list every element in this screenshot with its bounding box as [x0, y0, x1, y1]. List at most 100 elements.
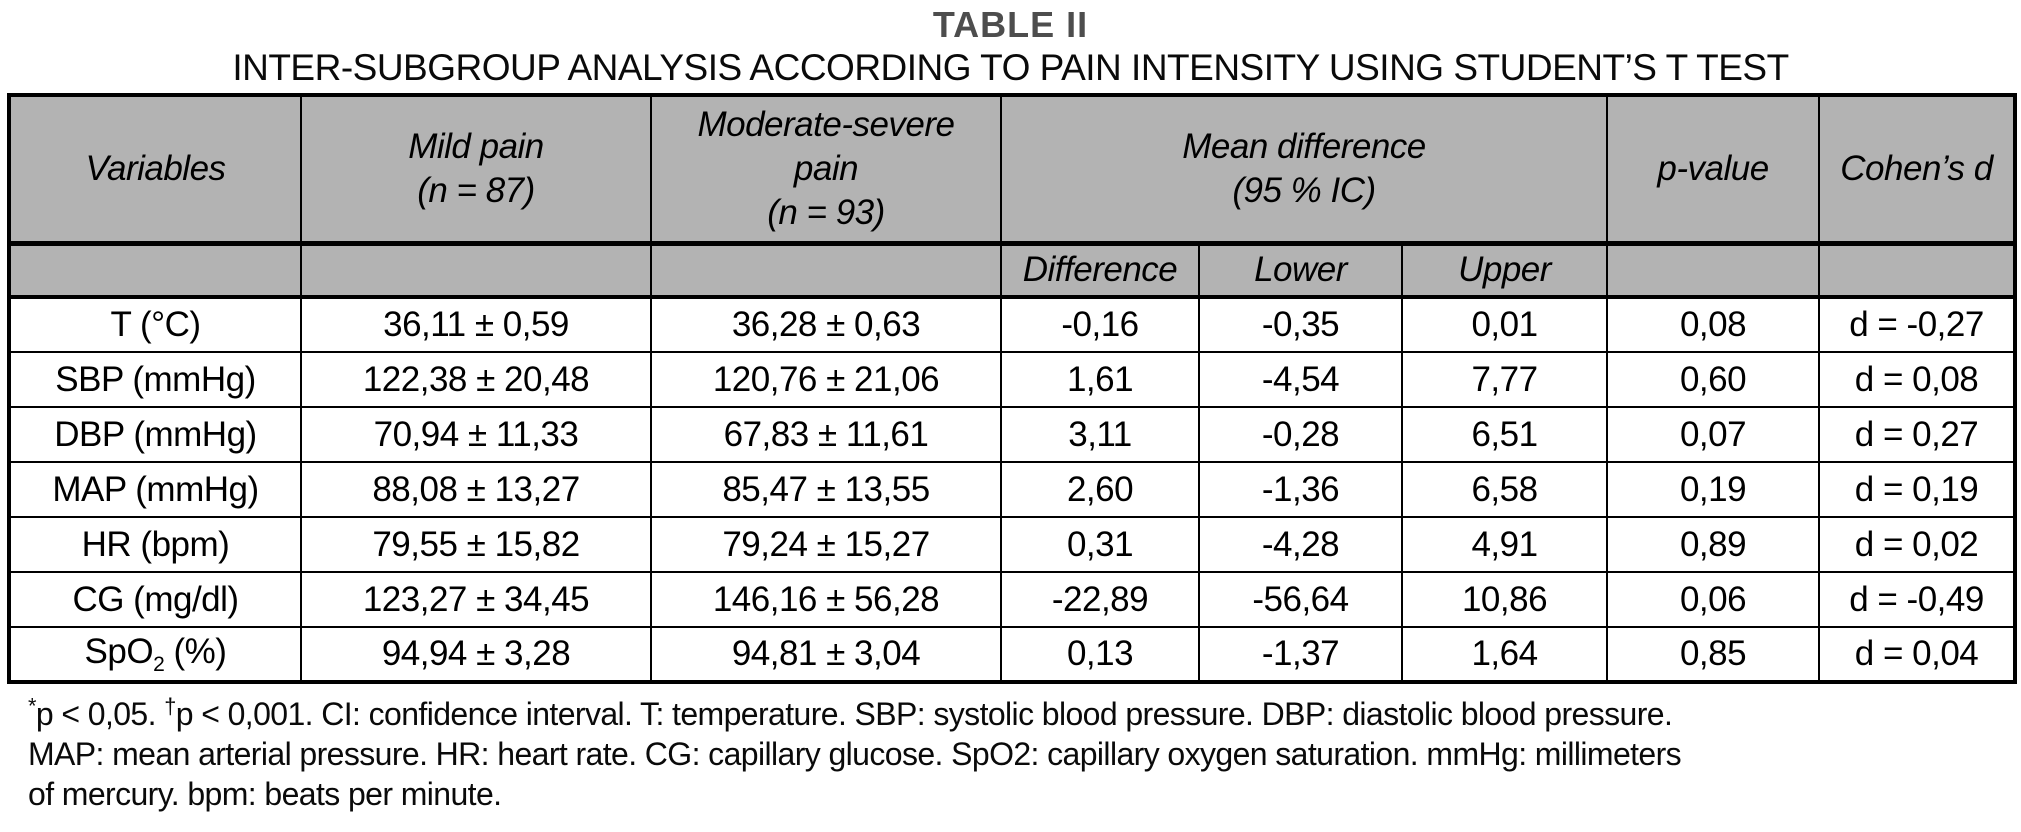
cell-variable: HR (bpm) [8, 516, 302, 573]
spo2-unit: (%) [164, 631, 227, 671]
cell-upper: 6,58 [1400, 461, 1609, 518]
cell-mild: 79,55 ± 15,82 [300, 516, 652, 573]
cell-lower: -4,28 [1198, 516, 1403, 573]
cell-mild: 36,11 ± 0,59 [300, 296, 652, 353]
cell-lower: -56,64 [1198, 571, 1403, 628]
cell-p-value: 0,08 [1606, 296, 1821, 353]
footnote-dagger-marker: † [164, 693, 176, 719]
spo2-subscript: 2 [153, 652, 165, 676]
cell-upper: 0,01 [1400, 296, 1609, 353]
header-lower: Lower [1198, 242, 1403, 299]
cell-cohens-d: d = -0,49 [1818, 571, 2017, 628]
cell-lower: -0,28 [1198, 406, 1403, 463]
footnote-line-2: MAP: mean arterial pressure. HR: heart r… [28, 736, 1682, 772]
footnote-seg2: p < 0,001. CI: confidence interval. T: t… [175, 696, 1673, 732]
header-meandiff-line1: Mean difference [1182, 126, 1426, 166]
header-modsev-line3: (n = 93) [767, 192, 885, 232]
cell-variable: SpO2 (%) [8, 626, 302, 683]
table-row-cg: CG (mg/dl) 123,27 ± 34,45 146,16 ± 56,28… [8, 571, 2017, 628]
header-moderate-severe-pain: Moderate-severe pain (n = 93) [650, 94, 1002, 246]
cell-p-value: 0,89 [1606, 516, 1821, 573]
cell-p-value: 0,60 [1606, 351, 1821, 408]
table-footnote: *p < 0,05. †p < 0,001. CI: confidence in… [28, 694, 2021, 814]
table-row-temperature: T (°C) 36,11 ± 0,59 36,28 ± 0,63 -0,16 -… [8, 296, 2017, 353]
cell-p-value: 0,06 [1606, 571, 1821, 628]
cell-variable: CG (mg/dl) [8, 571, 302, 628]
header-mean-difference: Mean difference (95 % IC) [999, 94, 1609, 246]
cell-difference: 0,13 [1000, 626, 1200, 683]
cell-mild: 122,38 ± 20,48 [300, 351, 652, 408]
header-empty-cohens-d [1818, 242, 2017, 299]
header-mild-pain: Mild pain (n = 87) [300, 94, 652, 246]
table-row-spo2: SpO2 (%) 94,94 ± 3,28 94,81 ± 3,04 0,13 … [8, 626, 2017, 683]
footnote-star-marker: * [28, 693, 36, 719]
header-empty-variables [8, 242, 302, 299]
footnote-line-1: *p < 0,05. †p < 0,001. CI: confidence in… [28, 694, 2021, 734]
cell-p-value: 0,19 [1606, 461, 1821, 518]
table-caption: INTER-SUBGROUP ANALYSIS ACCORDING TO PAI… [232, 47, 1789, 88]
cell-cohens-d: d = 0,02 [1818, 516, 2017, 573]
cell-variable: SBP (mmHg) [8, 351, 302, 408]
cell-difference: 0,31 [1000, 516, 1200, 573]
cell-modsev: 79,24 ± 15,27 [650, 516, 1002, 573]
header-modsev-line1: Moderate-severe [697, 104, 955, 144]
header-difference: Difference [1000, 242, 1200, 299]
cell-cohens-d: d = 0,04 [1818, 626, 2017, 683]
cell-mild: 123,27 ± 34,45 [300, 571, 652, 628]
header-mild-line1: Mild pain [408, 126, 544, 166]
header-meandiff-line2: (95 % IC) [1232, 170, 1376, 210]
cell-modsev: 67,83 ± 11,61 [650, 406, 1002, 463]
cell-mild: 70,94 ± 11,33 [300, 406, 652, 463]
cell-variable: T (°C) [8, 296, 302, 353]
cell-upper: 6,51 [1400, 406, 1609, 463]
header-empty-mild [300, 242, 652, 299]
header-row-1: Variables Mild pain (n = 87) Moderate-se… [8, 94, 2017, 246]
cell-modsev: 120,76 ± 21,06 [650, 351, 1002, 408]
table-title-block: TABLE II INTER-SUBGROUP ANALYSIS ACCORDI… [0, 0, 2021, 90]
cell-modsev: 94,81 ± 3,04 [650, 626, 1002, 683]
cell-upper: 7,77 [1400, 351, 1609, 408]
cell-lower: -4,54 [1198, 351, 1403, 408]
table-row-sbp: SBP (mmHg) 122,38 ± 20,48 120,76 ± 21,06… [8, 351, 2017, 408]
cell-difference: -0,16 [1000, 296, 1200, 353]
cell-cohens-d: d = 0,08 [1818, 351, 2017, 408]
results-table: Variables Mild pain (n = 87) Moderate-se… [7, 93, 2018, 684]
table-row-map: MAP (mmHg) 88,08 ± 13,27 85,47 ± 13,55 2… [8, 461, 2017, 518]
footnote-seg1: p < 0,05. [35, 696, 165, 732]
cell-difference: 1,61 [1000, 351, 1200, 408]
cell-p-value: 0,85 [1606, 626, 1821, 683]
header-cohens-d: Cohen’s d [1818, 94, 2017, 246]
cell-upper: 4,91 [1400, 516, 1609, 573]
cell-difference: 3,11 [1000, 406, 1200, 463]
cell-mild: 88,08 ± 13,27 [300, 461, 652, 518]
cell-mild: 94,94 ± 3,28 [300, 626, 652, 683]
header-variables: Variables [8, 94, 302, 246]
cell-cohens-d: d = 0,27 [1818, 406, 2017, 463]
header-mild-line2: (n = 87) [417, 170, 535, 210]
cell-lower: -1,36 [1198, 461, 1403, 518]
cell-variable: DBP (mmHg) [8, 406, 302, 463]
header-empty-p-value [1606, 242, 1821, 299]
cell-lower: -0,35 [1198, 296, 1403, 353]
cell-modsev: 36,28 ± 0,63 [650, 296, 1002, 353]
footnote-line-3: of mercury. bpm: beats per minute. [28, 776, 502, 812]
cell-lower: -1,37 [1198, 626, 1403, 683]
cell-cohens-d: d = -0,27 [1818, 296, 2017, 353]
table-row-dbp: DBP (mmHg) 70,94 ± 11,33 67,83 ± 11,61 3… [8, 406, 2017, 463]
cell-upper: 10,86 [1400, 571, 1609, 628]
header-empty-modsev [650, 242, 1002, 299]
cell-difference: -22,89 [1000, 571, 1200, 628]
cell-p-value: 0,07 [1606, 406, 1821, 463]
header-upper: Upper [1400, 242, 1609, 299]
table-number-title: TABLE II [932, 4, 1089, 45]
table-row-hr: HR (bpm) 79,55 ± 15,82 79,24 ± 15,27 0,3… [8, 516, 2017, 573]
cell-variable: MAP (mmHg) [8, 461, 302, 518]
header-modsev-line2: pain [793, 148, 859, 188]
cell-difference: 2,60 [1000, 461, 1200, 518]
cell-upper: 1,64 [1400, 626, 1609, 683]
spo2-base: SpO [84, 631, 154, 671]
header-p-value: p-value [1606, 94, 1821, 246]
cell-modsev: 146,16 ± 56,28 [650, 571, 1002, 628]
header-row-2: Difference Lower Upper [8, 242, 2017, 299]
